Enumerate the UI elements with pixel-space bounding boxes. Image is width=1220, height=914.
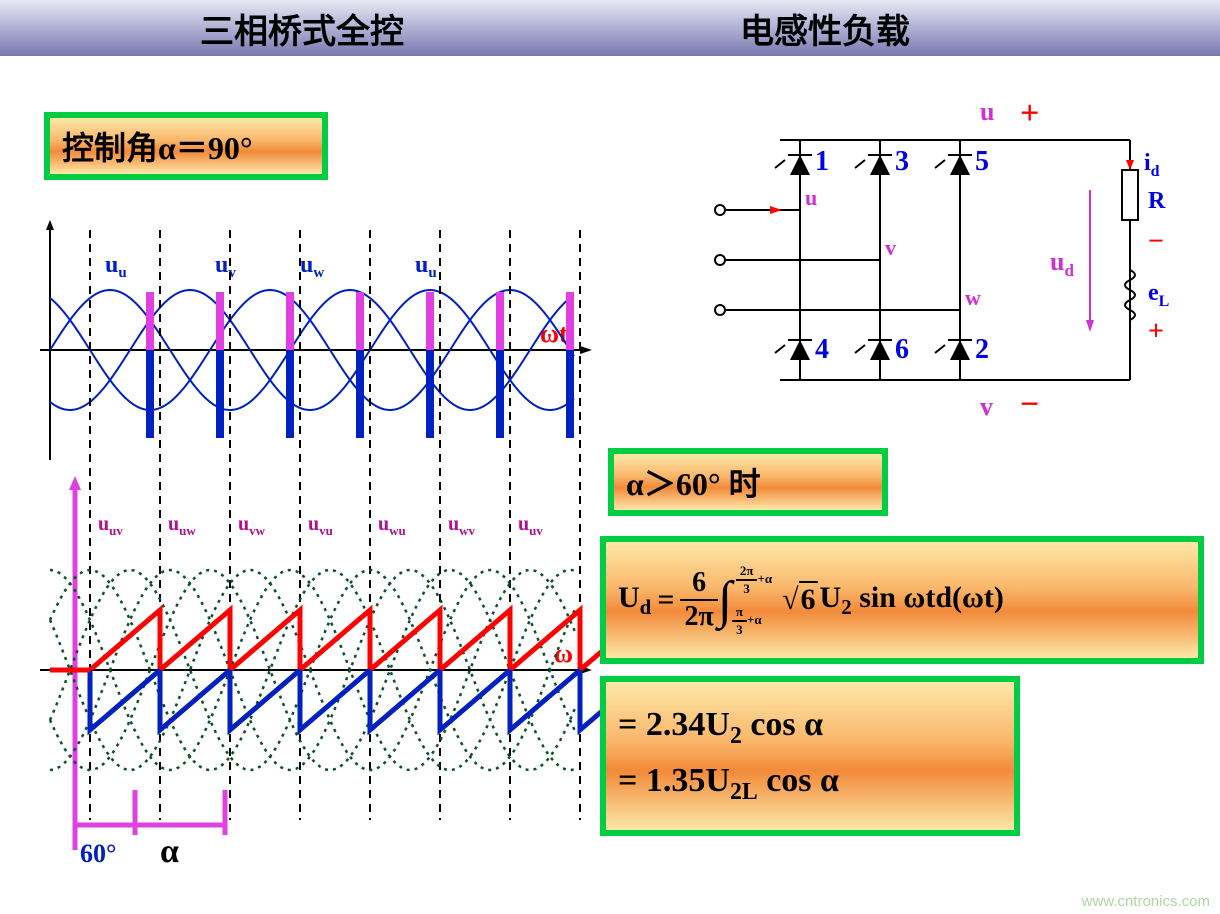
frac-den: 2π xyxy=(680,601,717,633)
svg-text:2: 2 xyxy=(975,334,989,365)
equals: = xyxy=(657,583,674,617)
alpha-condition-box: α＞60° 时 xyxy=(608,448,888,516)
svg-text:uwv: uwv xyxy=(448,513,476,538)
svg-text:uuv: uuv xyxy=(518,513,543,538)
sqrt-val: 6 xyxy=(799,581,818,616)
il-num: π xyxy=(732,604,747,622)
header-title-left: 三相桥式全控 xyxy=(200,4,404,53)
integral-formula-box: Ud = 6 2π ∫ 2π3+α π3+α √6 U2 sin ωtd(ωt) xyxy=(600,536,1204,664)
waveform-diagram: ωt uu uv uw uu ω uuv uuw uvw uvu uwu uwv uuv 6… xyxy=(20,210,600,880)
int-upper: 2π3+α xyxy=(736,563,772,597)
axis-label-wt: ωt xyxy=(540,319,568,348)
fraction-6-2pi: 6 2π xyxy=(680,567,717,633)
result-line-1: = 2.34U2 cos α xyxy=(618,706,823,750)
result-line-2: = 1.35U2L cos α xyxy=(618,762,839,806)
input-arrow xyxy=(770,206,782,214)
label-v-bot: v xyxy=(980,392,993,421)
label-u-top: u xyxy=(980,97,994,126)
phase-u-label: u xyxy=(805,185,817,210)
control-angle-box: 控制角α＝90° xyxy=(44,112,328,180)
minus-R: − xyxy=(1148,226,1164,257)
thyristor-6: 6 xyxy=(855,334,909,365)
il-den: 3 xyxy=(732,622,747,638)
phase-voltage-plot: ωt uu uv uw uu xyxy=(40,220,592,460)
iu-num: 2π xyxy=(736,563,758,581)
alpha-condition-text: α＞60° 时 xyxy=(626,459,761,505)
slide-header: 三相桥式全控 电感性负载 xyxy=(0,0,1220,56)
label-uw: uw xyxy=(300,252,324,281)
svg-text:5: 5 xyxy=(975,146,989,177)
label-uu2: uu xyxy=(415,252,437,281)
phase-w-label: w xyxy=(965,285,981,310)
label-alpha: α xyxy=(160,833,179,870)
id-arrow xyxy=(1126,160,1134,170)
label-uu: uu xyxy=(105,252,127,281)
bridge-circuit-diagram: 1 3 5 4 6 xyxy=(700,90,1180,430)
phase-v-label: v xyxy=(885,235,896,260)
svg-text:uvu: uvu xyxy=(308,513,333,538)
formula-lhs: Ud xyxy=(618,581,651,620)
label-R: R xyxy=(1148,188,1166,214)
svg-text:1: 1 xyxy=(815,146,829,177)
output-voltage-plot: ω uuv uuw uvw uvu uwu uwv uuv 60° α xyxy=(40,230,600,870)
svg-text:uwu: uwu xyxy=(378,513,406,538)
plus-top: + xyxy=(1020,95,1039,132)
integrand-rest: U2 sin ωtd(ωt) xyxy=(820,581,1004,620)
plus-eL: + xyxy=(1148,316,1164,347)
thyristor-1: 1 xyxy=(775,146,829,177)
int-lower: π3+α xyxy=(732,604,762,638)
label-ud: ud xyxy=(1050,247,1074,280)
watermark: www.cntronics.com xyxy=(1082,893,1210,910)
integral-sign: ∫ 2π3+α π3+α xyxy=(718,571,732,630)
thyristor-2: 2 xyxy=(935,334,989,365)
integral-formula: Ud = 6 2π ∫ 2π3+α π3+α √6 U2 sin ωtd(ωt) xyxy=(618,567,1004,633)
thyristor-4: 4 xyxy=(775,334,829,365)
label-60deg: 60° xyxy=(80,839,116,868)
iu-plus: +α xyxy=(757,571,772,586)
svg-text:uuv: uuv xyxy=(98,513,123,538)
header-title-right: 电感性负载 xyxy=(740,4,910,53)
sqrt-part: √6 xyxy=(782,583,817,617)
svg-text:6: 6 xyxy=(895,334,909,365)
minus-bot: − xyxy=(1020,386,1039,423)
label-id: id xyxy=(1144,150,1160,180)
control-angle-text: 控制角α＝90° xyxy=(62,123,253,169)
thyristor-group: 1 3 5 4 6 xyxy=(775,146,989,365)
label-uv: uv xyxy=(215,252,236,281)
sub-d: d xyxy=(640,595,652,619)
svg-text:uuw: uuw xyxy=(168,513,196,538)
label-eL: eL xyxy=(1148,280,1169,310)
il-plus: +α xyxy=(747,612,762,627)
line-voltage-labels: uuv uuw uvw uvu uwu uwv uuv xyxy=(98,513,543,538)
iu-den: 3 xyxy=(736,581,758,597)
ud-arrow-head xyxy=(1086,320,1094,332)
svg-text:3: 3 xyxy=(895,146,909,177)
axis-label-w: ω xyxy=(554,639,573,668)
frac-num: 6 xyxy=(680,567,717,601)
thyristor-5: 5 xyxy=(935,146,989,177)
result-formula-box: = 2.34U2 cos α = 1.35U2L cos α xyxy=(600,676,1020,836)
svg-text:4: 4 xyxy=(815,334,829,365)
thyristor-3: 3 xyxy=(855,146,909,177)
svg-text:uvw: uvw xyxy=(238,513,266,538)
